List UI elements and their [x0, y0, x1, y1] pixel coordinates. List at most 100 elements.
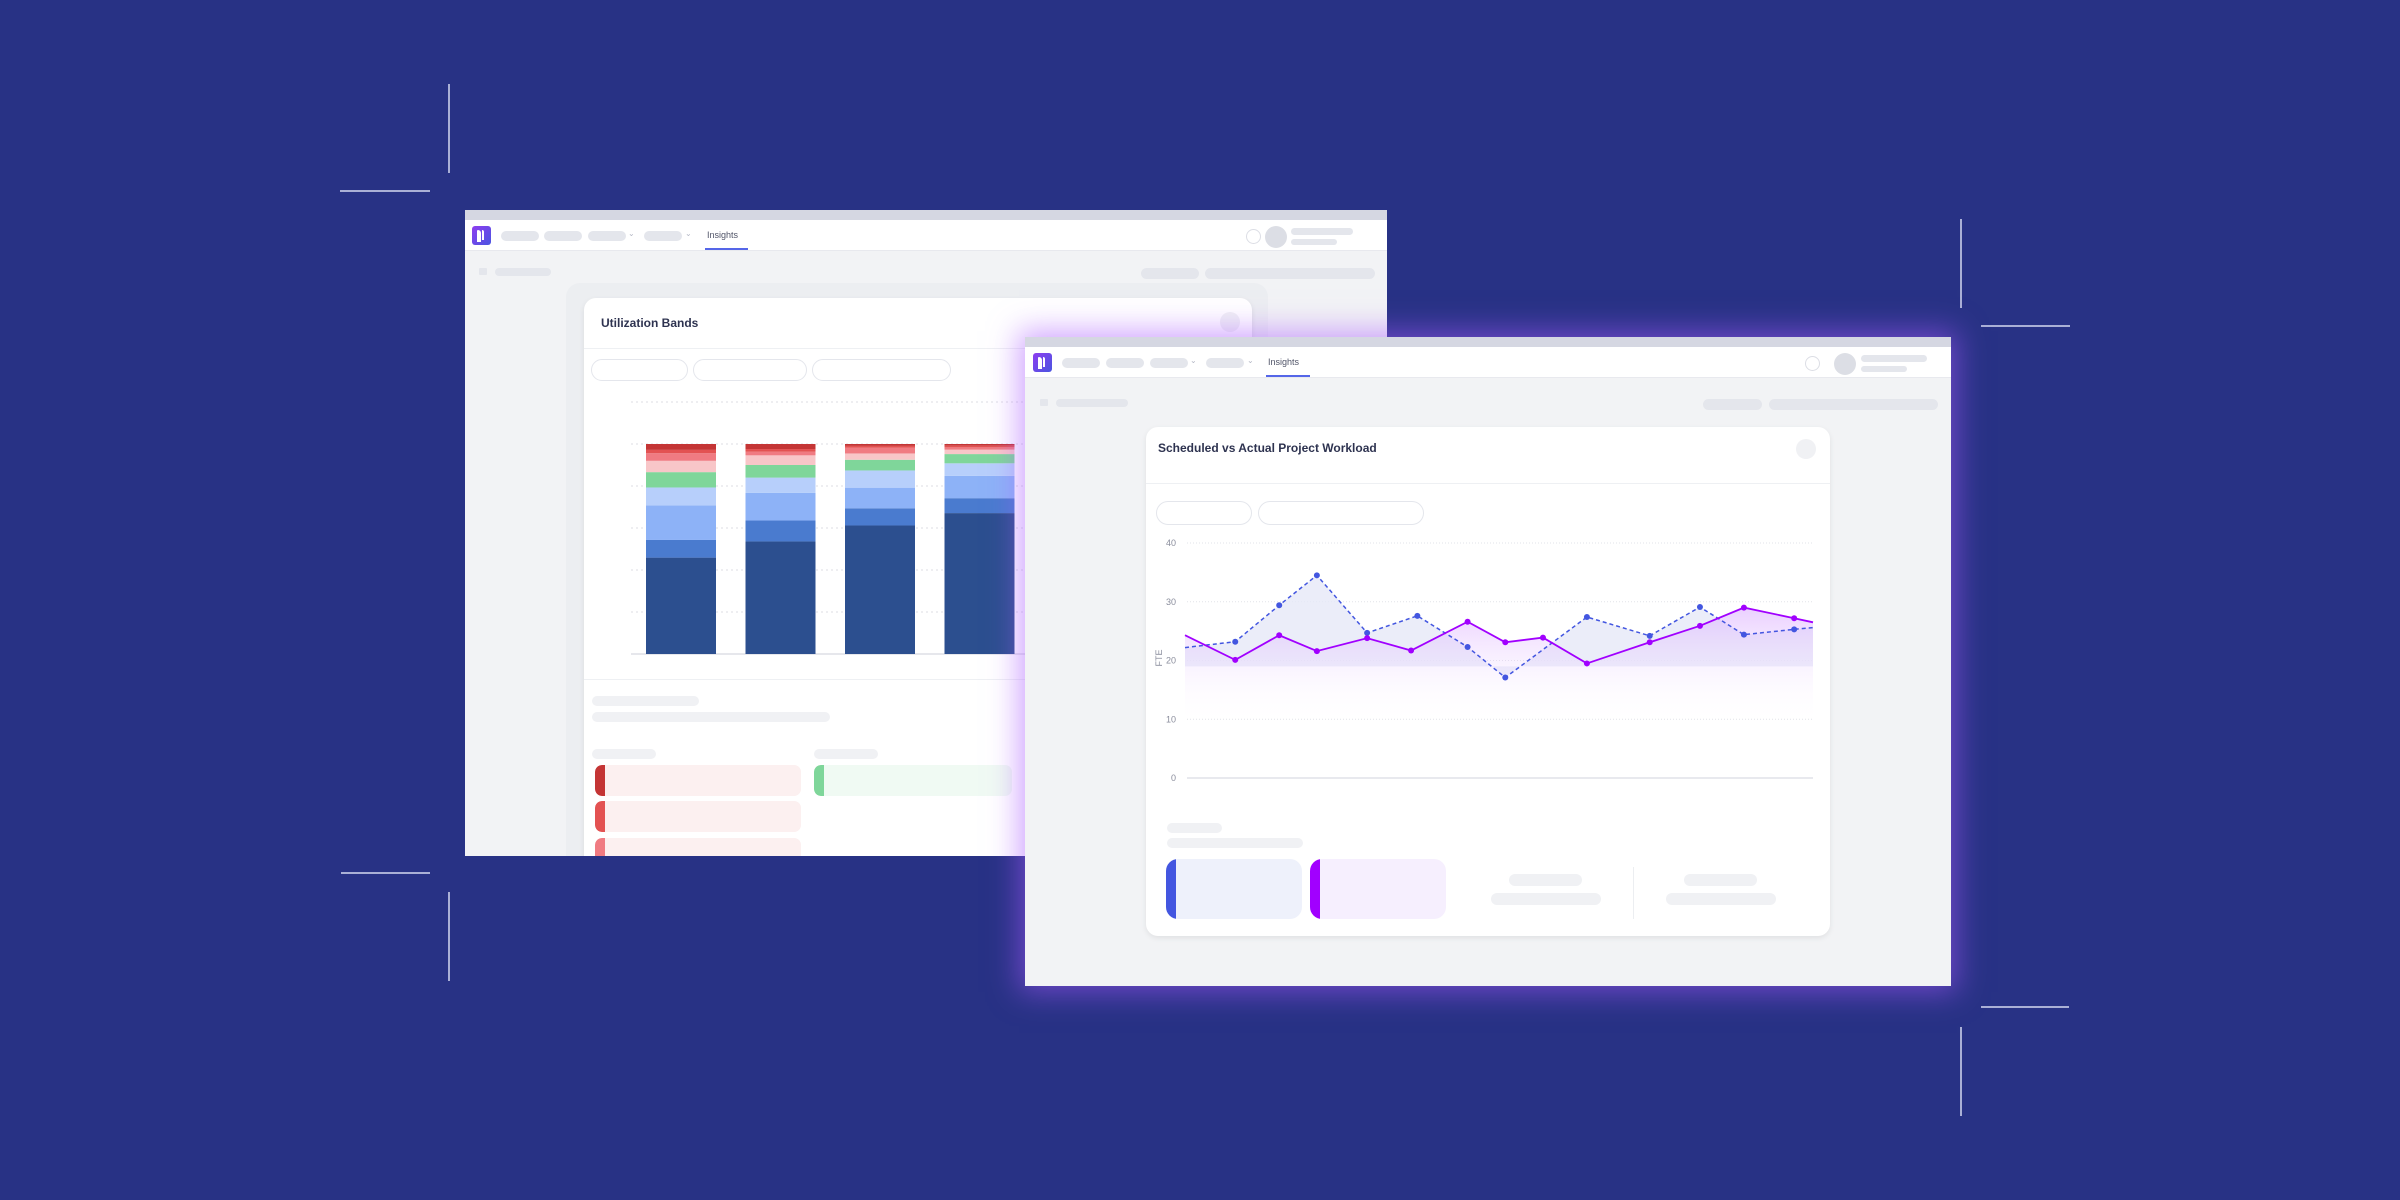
filter-pill[interactable]	[591, 359, 688, 381]
filter-pill[interactable]	[1258, 501, 1424, 525]
scheduled-point	[1646, 632, 1653, 639]
band-legend-item[interactable]	[595, 838, 801, 856]
chevron-down-icon: ⌄	[1190, 356, 1197, 365]
legend-scheduled[interactable]	[1166, 859, 1302, 919]
header-action[interactable]	[1205, 268, 1375, 279]
stat-value	[1491, 893, 1601, 905]
nav-item[interactable]	[588, 231, 626, 241]
notification-icon[interactable]	[1805, 356, 1820, 371]
nav-item[interactable]	[644, 231, 682, 241]
notification-icon[interactable]	[1246, 229, 1261, 244]
nav-item[interactable]	[1206, 358, 1244, 368]
nav-item[interactable]	[501, 231, 539, 241]
tab-insights[interactable]: Insights	[1268, 357, 1300, 367]
actual-point	[1646, 639, 1653, 646]
chevron-down-icon: ⌄	[685, 229, 692, 238]
bar-segment	[845, 445, 915, 448]
actual-point	[1364, 635, 1371, 642]
app-logo-icon[interactable]	[472, 226, 491, 245]
card-title: Utilization Bands	[601, 316, 699, 330]
skeleton-text	[1167, 838, 1303, 848]
header-action[interactable]	[1769, 399, 1938, 410]
decor-line	[1981, 1006, 2069, 1008]
window-titlebar	[1025, 337, 1951, 347]
actual-point	[1539, 634, 1546, 641]
bar-segment	[944, 463, 1015, 476]
scheduled-line	[1184, 574, 1814, 679]
top-nav: ⌄ ⌄ Insights	[1025, 347, 1951, 378]
band-legend-item[interactable]	[595, 765, 801, 796]
divider	[1146, 483, 1830, 484]
utilization-bar-chart	[631, 401, 1030, 655]
bar-segment	[646, 557, 716, 654]
bar-segment	[646, 453, 716, 461]
decor-line	[1960, 1027, 1962, 1116]
bar-segment	[944, 445, 1015, 448]
nav-item[interactable]	[544, 231, 582, 241]
card-menu-icon[interactable]	[1796, 439, 1816, 459]
bar-segment	[944, 513, 1015, 654]
bar-segment	[646, 449, 716, 454]
header-action[interactable]	[1703, 399, 1762, 410]
card-title: Scheduled vs Actual Project Workload	[1158, 441, 1377, 455]
filter-pill[interactable]	[812, 359, 951, 381]
actual-area	[1185, 607, 1813, 726]
stat-divider	[1633, 867, 1634, 919]
divider	[584, 348, 1252, 349]
scheduled-point	[1364, 629, 1371, 636]
avatar[interactable]	[1834, 353, 1856, 375]
bar-segment	[944, 449, 1015, 455]
y-tick-label: 10	[1166, 714, 1176, 724]
bar-segment	[646, 505, 716, 540]
band-legend-item[interactable]	[595, 801, 801, 832]
header-action[interactable]	[1141, 268, 1199, 279]
card-menu-icon[interactable]	[1220, 312, 1240, 332]
bar-segment	[845, 459, 915, 471]
scheduled-point	[1232, 638, 1239, 645]
actual-point	[1232, 656, 1239, 663]
bar-segment	[944, 444, 1015, 446]
actual-point	[1502, 639, 1509, 646]
decor-line	[340, 190, 430, 192]
bar-segment	[745, 449, 816, 452]
actual-point	[1791, 615, 1798, 622]
bar-segment	[745, 444, 816, 450]
app-logo-icon[interactable]	[1033, 353, 1052, 372]
filter-pill[interactable]	[693, 359, 807, 381]
bar-segment	[845, 487, 915, 509]
actual-point	[1464, 618, 1471, 625]
bar-segment	[745, 477, 816, 493]
nav-item[interactable]	[1150, 358, 1188, 368]
scheduled-point	[1313, 572, 1320, 579]
band-legend-item[interactable]	[814, 765, 1012, 796]
bar-segment	[745, 465, 816, 478]
actual-point	[1696, 622, 1703, 629]
legend-actual[interactable]	[1310, 859, 1446, 919]
filter-pill[interactable]	[1156, 501, 1252, 525]
bar-segment	[745, 492, 816, 521]
bar-segment	[944, 475, 1015, 499]
bar-segment	[845, 508, 915, 526]
tab-insights[interactable]: Insights	[707, 230, 739, 240]
menu-icon[interactable]	[479, 268, 487, 275]
scheduled-point	[1740, 631, 1747, 638]
bar-segment	[845, 525, 915, 654]
workload-line-chart: 0 10 20 30 40 FTE	[1154, 538, 1814, 783]
stat-label	[1509, 874, 1582, 886]
skeleton-text	[592, 712, 830, 722]
avatar[interactable]	[1265, 226, 1287, 248]
breadcrumb	[1056, 399, 1128, 407]
bar-segment	[646, 444, 716, 450]
nav-item[interactable]	[1106, 358, 1144, 368]
menu-icon[interactable]	[1040, 399, 1048, 406]
actual-point	[1313, 648, 1320, 655]
bar-segment	[646, 539, 716, 558]
user-name	[1861, 355, 1927, 362]
scheduled-point	[1276, 602, 1283, 609]
y-tick-label: 30	[1166, 597, 1176, 607]
bar-segment	[646, 460, 716, 473]
nav-item[interactable]	[1062, 358, 1100, 368]
bar-segment	[745, 520, 816, 542]
actual-point	[1276, 632, 1283, 639]
divider	[584, 679, 1252, 680]
